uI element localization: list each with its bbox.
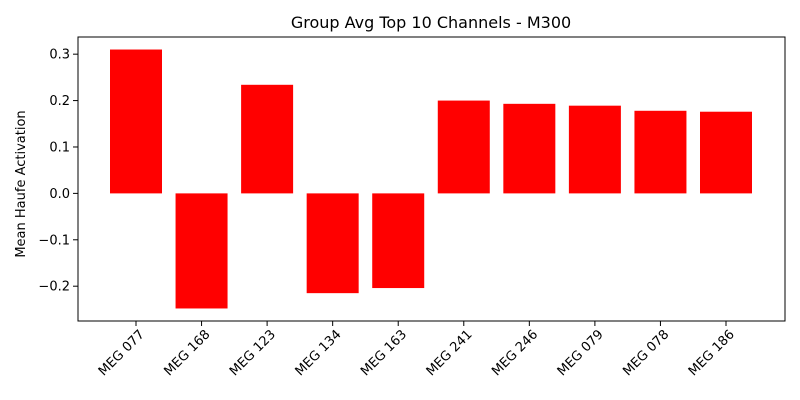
x-tick-label: MEG 168	[161, 327, 213, 379]
y-tick-label: −0.2	[38, 280, 70, 295]
bar-meg-078	[634, 110, 687, 194]
x-tick-label: MEG 077	[96, 327, 148, 379]
x-tick-label: MEG 123	[227, 327, 279, 379]
x-tick-label: MEG 078	[620, 327, 672, 379]
bar-meg-079	[568, 105, 621, 194]
bar-meg-163	[372, 193, 425, 289]
x-tick-label: MEG 134	[293, 327, 345, 379]
x-tick-label: MEG 246	[489, 327, 541, 379]
y-ticks-group: −0.2 −0.1 0.0 0.1 0.2 0.3	[38, 48, 78, 295]
bar-meg-241	[437, 100, 490, 194]
y-tick-label: 0.2	[49, 94, 70, 109]
x-tick-label: MEG 163	[358, 327, 410, 379]
chart-title: Group Avg Top 10 Channels - M300	[291, 13, 571, 32]
x-tick-label: MEG 186	[686, 327, 738, 379]
y-tick-label: −0.1	[38, 233, 70, 248]
bar-meg-186	[700, 111, 752, 194]
bars-group	[110, 49, 752, 309]
x-ticks-group: MEG 077 MEG 168 MEG 123 MEG 134 MEG 163 MEG 2…	[96, 321, 738, 379]
bar-meg-168	[175, 193, 228, 309]
y-tick-label: 0.0	[49, 187, 70, 202]
x-tick-label: MEG 079	[555, 327, 607, 379]
y-tick-label: 0.1	[49, 140, 70, 155]
bar-meg-077	[110, 49, 162, 194]
y-axis-label: Mean Haufe Activation	[14, 110, 29, 257]
bar-meg-246	[503, 103, 556, 194]
bar-meg-123	[241, 84, 294, 194]
plot-frame	[77, 36, 786, 322]
x-tick-label: MEG 241	[424, 327, 476, 379]
bar-meg-134	[306, 193, 359, 294]
y-tick-label: 0.3	[49, 48, 70, 63]
